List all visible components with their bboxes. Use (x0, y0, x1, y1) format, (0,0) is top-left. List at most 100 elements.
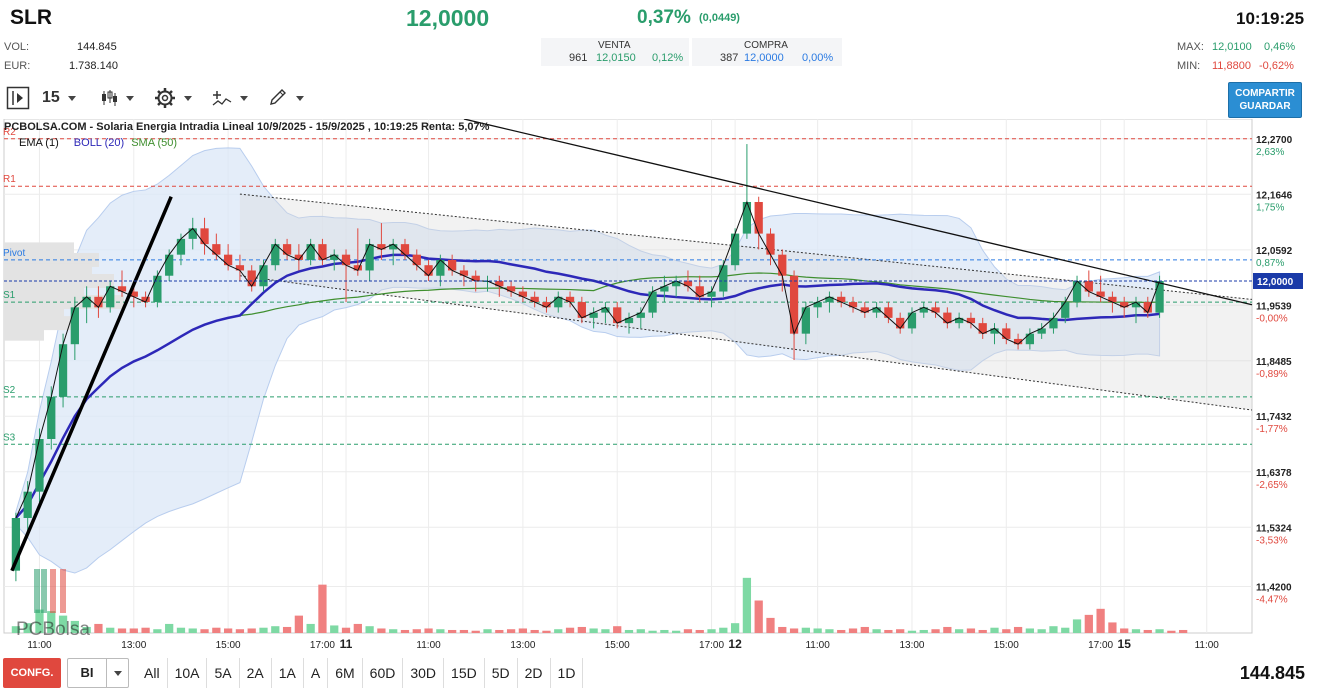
period-15d[interactable]: 15D (444, 658, 485, 688)
draw-tools-button[interactable] (268, 89, 304, 107)
candle-body (742, 202, 752, 234)
candle-body (896, 317, 905, 329)
period-5d[interactable]: 5D (485, 658, 518, 688)
candle-body (1013, 338, 1023, 345)
candle-type-button[interactable] (100, 89, 134, 107)
volume-bar (341, 627, 351, 633)
candle-body (789, 275, 799, 334)
y-tick-label: 11,7432 (1256, 412, 1292, 423)
volume-bar (636, 629, 645, 633)
candle-body (259, 265, 268, 287)
volume-bar (35, 609, 44, 633)
downtrend-line (463, 119, 1253, 306)
sell-label: VENTA (598, 40, 631, 51)
volume-bar (1049, 626, 1058, 633)
y-tick-label: 11,5324 (1256, 523, 1292, 534)
volume-bar (554, 629, 563, 633)
candle-body (1037, 328, 1046, 334)
volume-bar (801, 627, 810, 633)
candle-body (141, 296, 150, 303)
interval-select[interactable]: 15 (42, 89, 76, 107)
share-save-button[interactable]: COMPARTIR GUARDAR (1228, 82, 1302, 118)
candle-body (601, 307, 610, 313)
volume-bar (825, 629, 834, 633)
candle-body (424, 265, 433, 276)
pivot-label-s1: S1 (3, 290, 16, 301)
candle-body (436, 259, 445, 276)
share-label: COMPARTIR (1235, 88, 1295, 99)
volume-bar (1072, 619, 1082, 633)
period-1d[interactable]: 1D (551, 658, 584, 688)
x-tick-label: 11:00 (27, 640, 52, 651)
candle-body (212, 244, 221, 255)
candle-body (707, 291, 716, 297)
volume-bar (978, 629, 987, 633)
volume-bar (23, 623, 32, 633)
settings-button[interactable] (154, 87, 192, 109)
candle-body (955, 317, 964, 324)
volume-bar (730, 623, 740, 633)
candle-body (176, 238, 186, 255)
period-1a[interactable]: 1A (272, 658, 304, 688)
y-tick-pct: -2,65% (1256, 480, 1288, 491)
period-buttons: All 10A 5A 2A 1A A 6M 60D 30D 15D 5D 2D 1D (137, 658, 584, 688)
y-tick-pct: -1,77% (1256, 424, 1288, 435)
candle-body (848, 302, 858, 308)
period-2a[interactable]: 2A (240, 658, 272, 688)
pivot-label-r1: R1 (3, 174, 16, 185)
volume-bar (1061, 627, 1070, 633)
pcbolsa-watermark: PCBolsa (16, 569, 90, 640)
candle-body (1061, 302, 1070, 318)
candle-body (117, 286, 127, 292)
candle-body (94, 296, 103, 308)
save-label: GUARDAR (1239, 101, 1291, 112)
max-value: 12,0100 (1212, 41, 1252, 53)
candle-body (1025, 333, 1035, 345)
bollinger-mid-line (14, 253, 1160, 519)
buy-pct: 0,00% (802, 52, 834, 64)
volume-bar (412, 629, 421, 633)
candle-body (412, 254, 421, 266)
candle-body (730, 233, 740, 266)
current-price-label: 12,0000 (1257, 277, 1294, 288)
volume-bar (955, 629, 964, 633)
candle-body (648, 291, 657, 313)
volume-bar (719, 627, 728, 633)
candle-body (459, 270, 469, 276)
watermark-bar (41, 569, 47, 613)
candle-body (306, 244, 315, 260)
volume-bar (530, 629, 539, 633)
volume-bar (176, 627, 186, 633)
period-a[interactable]: A (304, 658, 329, 688)
period-6m[interactable]: 6M (328, 658, 363, 688)
volume-bar (153, 629, 162, 633)
period-60d[interactable]: 60D (363, 658, 404, 688)
x-tick-label: 13:00 (510, 640, 535, 651)
play-button[interactable] (6, 86, 30, 110)
candle-body (683, 281, 693, 287)
period-30d[interactable]: 30D (403, 658, 445, 688)
scale-select[interactable]: BI (67, 658, 129, 688)
volume-bar (542, 630, 551, 633)
candle-body (813, 302, 822, 308)
volume-bar (424, 628, 433, 633)
indicators-button[interactable] (212, 89, 248, 107)
period-10a[interactable]: 10A (168, 658, 208, 688)
min-pct: -0,62% (1259, 60, 1294, 72)
period-2d[interactable]: 2D (518, 658, 551, 688)
volume-bar (471, 630, 480, 633)
pivot-label-pivot: Pivot (3, 248, 25, 259)
volume-bar (117, 628, 127, 633)
volume-bar (919, 629, 928, 633)
config-button[interactable]: CONFG. (3, 658, 61, 688)
period-all[interactable]: All (137, 658, 168, 688)
volume-bar (483, 629, 492, 633)
period-5a[interactable]: 5A (207, 658, 240, 688)
trend-channel (239, 194, 1252, 411)
candle-body (801, 307, 810, 334)
candle-body (636, 312, 645, 318)
candle-body (872, 307, 881, 313)
volume-bar (1002, 629, 1011, 633)
candle-body (990, 328, 999, 334)
